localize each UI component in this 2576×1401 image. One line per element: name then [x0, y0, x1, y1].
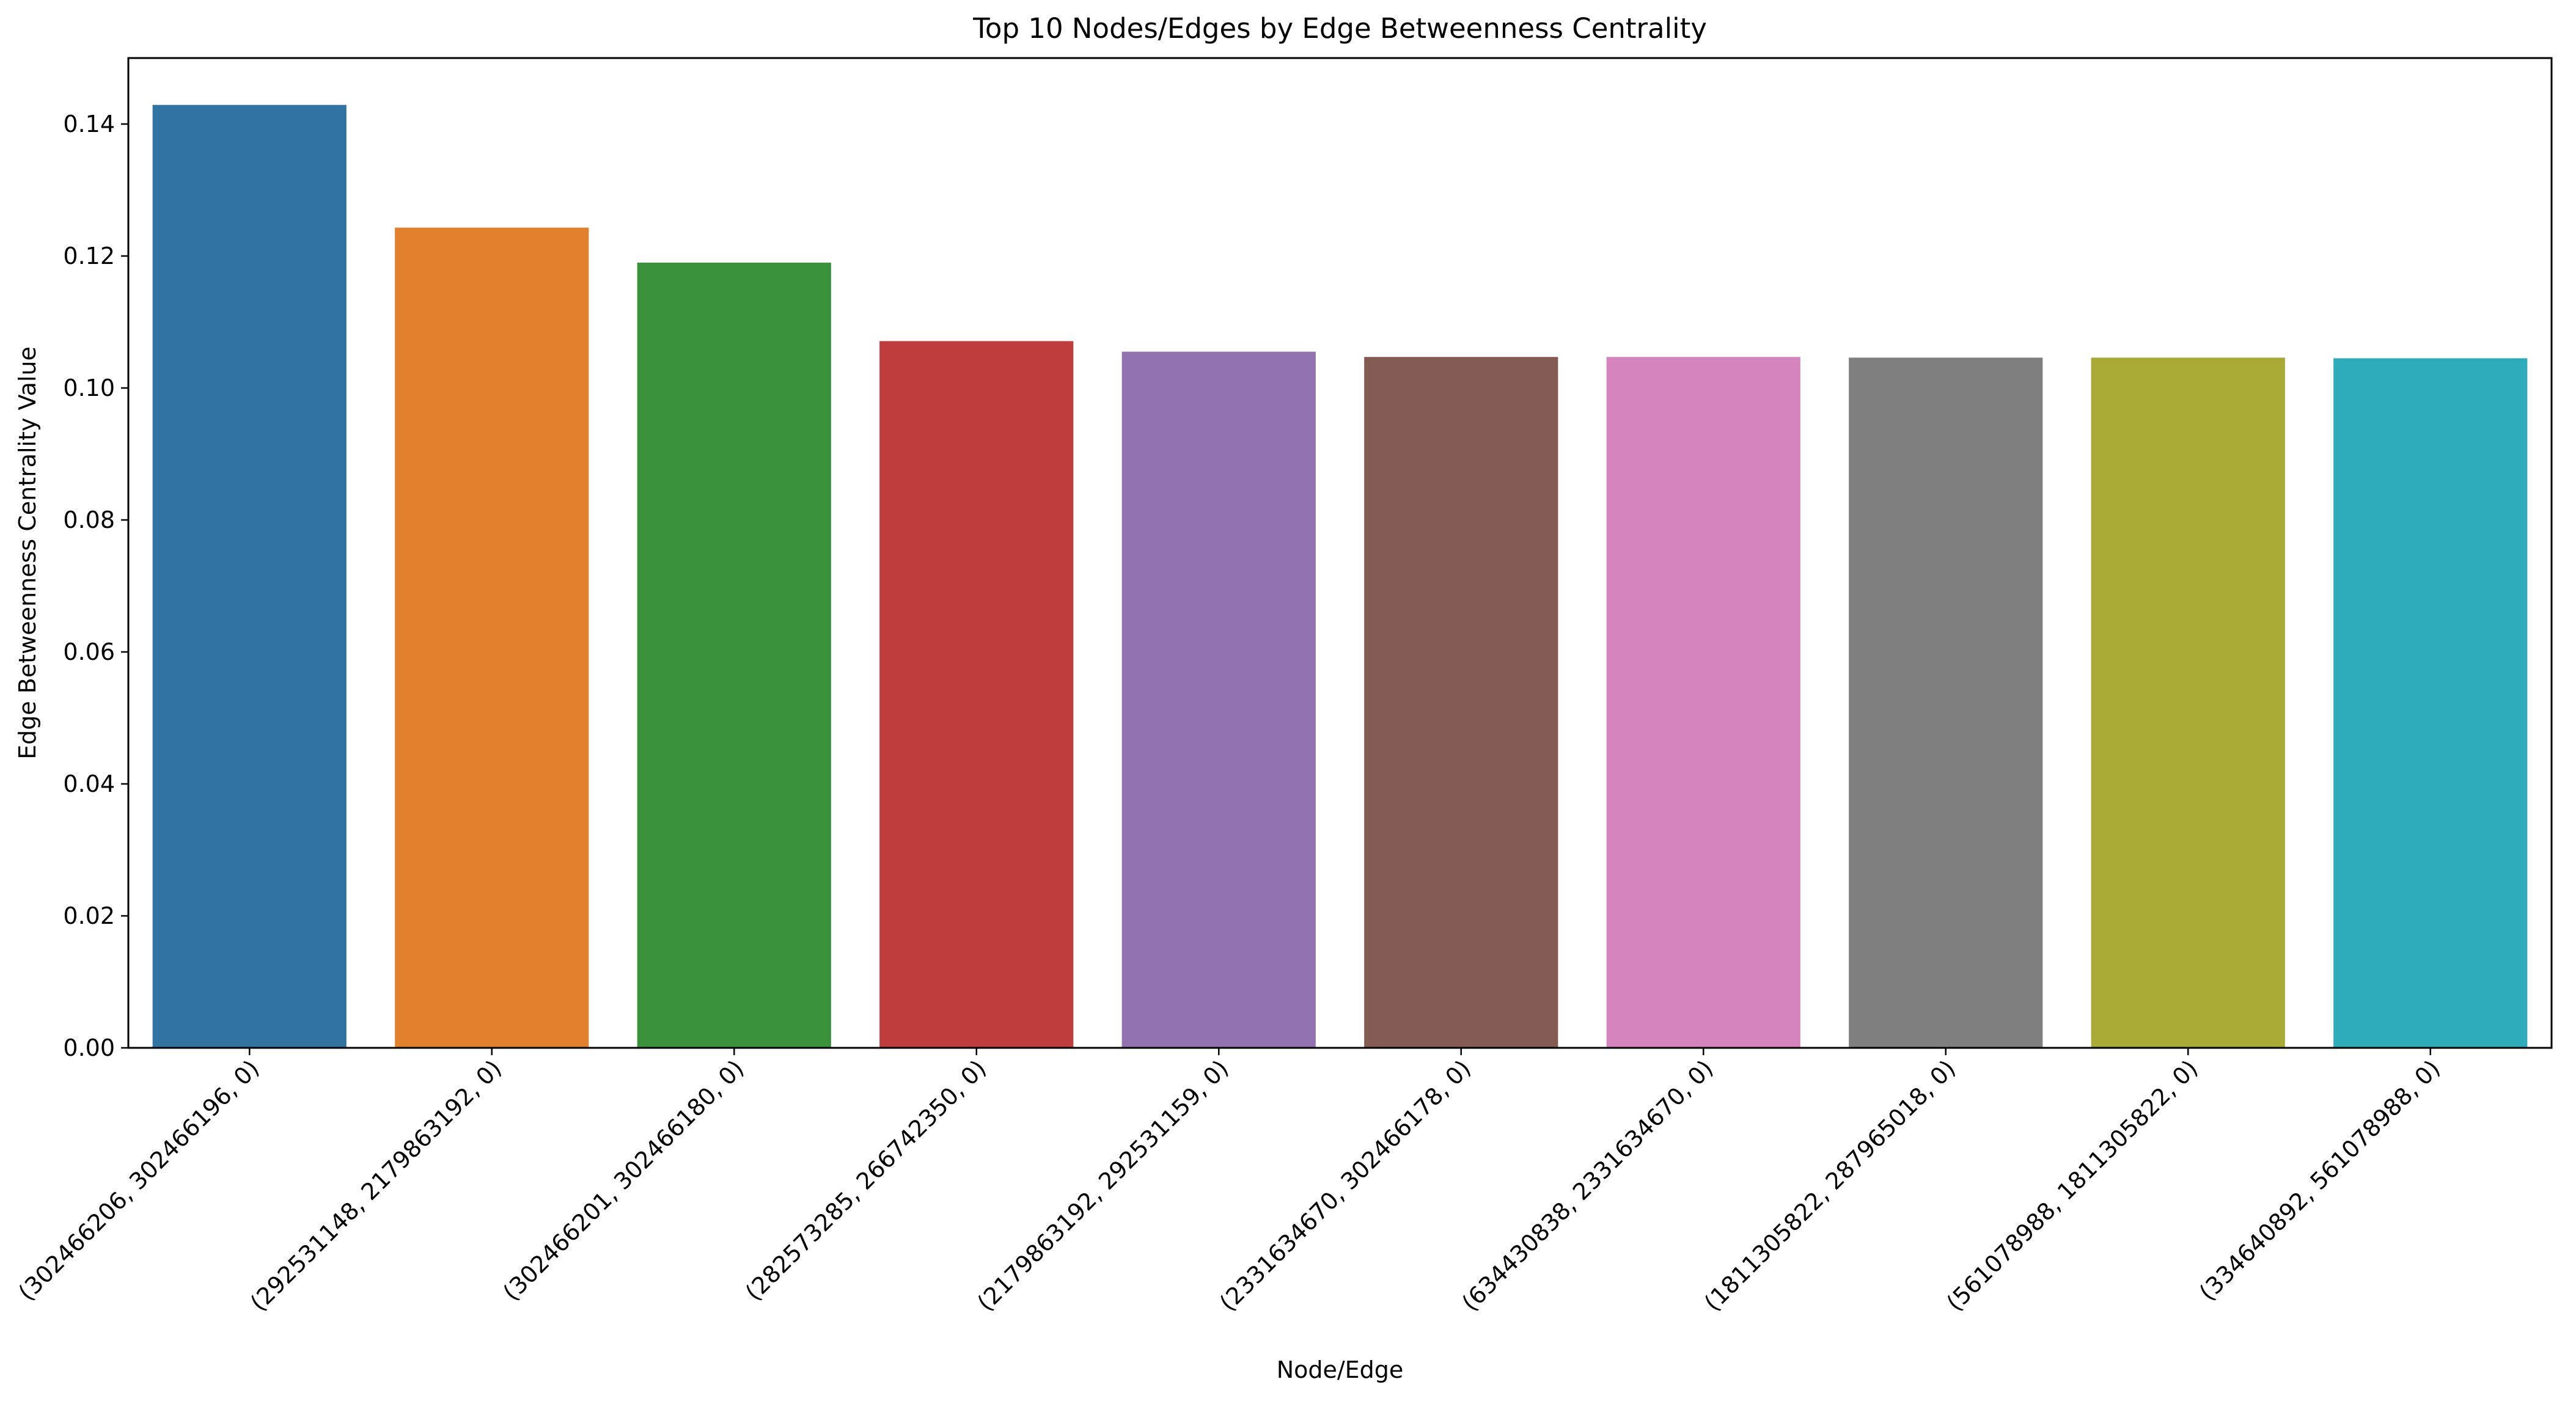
x-tick-label: (334640892, 561078988, 0) — [2194, 1055, 2445, 1306]
bar — [1606, 357, 1800, 1048]
x-tick-label: (1811305822, 287965018, 0) — [1699, 1055, 1961, 1316]
bar — [395, 227, 589, 1048]
y-axis-label: Edge Betweenness Centrality Value — [14, 346, 41, 759]
x-tick-label: (292531148, 2179863192, 0) — [245, 1055, 507, 1316]
bar — [2091, 357, 2285, 1048]
x-axis-label: Node/Edge — [1277, 1356, 1404, 1383]
bar — [2333, 358, 2528, 1048]
bar — [1849, 357, 2043, 1048]
x-tick-label: (561078988, 1811305822, 0) — [1941, 1055, 2203, 1316]
x-tick-label: (2179863192, 292531159, 0) — [972, 1055, 1233, 1316]
y-tick-label: 0.12 — [63, 243, 115, 269]
x-tick-label: (302466201, 302466180, 0) — [498, 1055, 749, 1306]
x-tick-label: (2331634670, 302466178, 0) — [1214, 1055, 1476, 1316]
y-tick-label: 0.14 — [63, 111, 115, 137]
y-tick-label: 0.10 — [63, 375, 115, 401]
bar — [1121, 351, 1316, 1048]
y-tick-label: 0.06 — [63, 638, 115, 665]
y-tick-label: 0.00 — [63, 1034, 115, 1061]
x-tick-label: (282573285, 266742350, 0) — [740, 1055, 991, 1306]
y-axis-ticks: 0.00 0.02 0.04 0.06 0.08 0.10 0.12 0.14 — [63, 111, 128, 1061]
bar — [152, 104, 347, 1048]
bars-layer — [152, 104, 2528, 1048]
bar — [879, 341, 1074, 1048]
bar — [637, 262, 831, 1048]
y-tick-label: 0.04 — [63, 770, 115, 797]
plot-frame — [127, 57, 2553, 1049]
bar — [1364, 357, 1558, 1048]
y-tick-label: 0.08 — [63, 507, 115, 533]
x-tick-label: (634430838, 2331634670, 0) — [1456, 1055, 1718, 1316]
x-tick-label: (302466206, 302466196, 0) — [13, 1055, 265, 1306]
x-axis-ticks: (302466206, 302466196, 0)(292531148, 217… — [13, 1048, 2445, 1316]
y-tick-label: 0.02 — [63, 902, 115, 929]
chart-title: Top 10 Nodes/Edges by Edge Betweenness C… — [972, 12, 1707, 45]
